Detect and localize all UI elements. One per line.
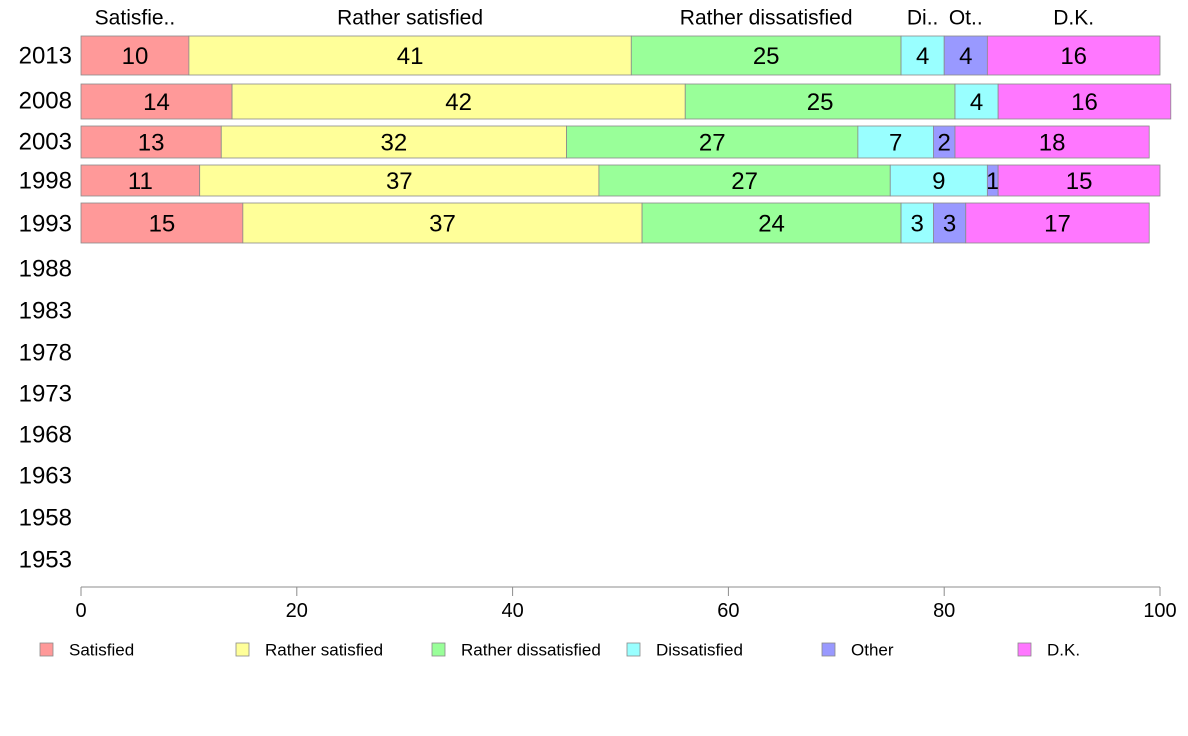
y-tick-label: 1998 xyxy=(19,168,72,195)
data-label: 1 xyxy=(986,168,999,195)
y-tick-label: 1983 xyxy=(19,298,72,325)
top-series-label: Rather satisfied xyxy=(337,7,483,30)
bar-segment xyxy=(220,125,567,159)
legend-swatch xyxy=(626,642,641,657)
data-label: 4 xyxy=(970,89,983,116)
data-label: 2 xyxy=(938,130,951,157)
data-label: 7 xyxy=(889,130,902,157)
data-label: 4 xyxy=(959,43,972,70)
data-label: 25 xyxy=(753,43,780,70)
top-series-label: Rather dissatisfied xyxy=(680,7,853,30)
bar-segment xyxy=(997,164,1161,197)
x-axis: 0 20 40 60 80 100 xyxy=(75,586,1177,622)
legend-label: Other xyxy=(851,641,894,660)
data-label: 14 xyxy=(143,89,170,116)
x-tick-label: 20 xyxy=(286,600,308,622)
x-tick-label: 80 xyxy=(933,600,955,622)
bars-area: 10 41 25 4 4 16 14 42 25 4 16 13 32 27 7 2 18 11 37 27 9 1 15 1… xyxy=(80,35,1172,244)
legend-label: Rather satisfied xyxy=(265,641,383,660)
bar-segment xyxy=(242,202,643,244)
bar-segment xyxy=(188,35,632,76)
data-label: 42 xyxy=(445,89,472,116)
top-series-label: D.K. xyxy=(1053,7,1094,30)
legend-label: Satisfied xyxy=(69,641,134,660)
y-tick-label: 1958 xyxy=(19,505,72,532)
bar-segment xyxy=(80,35,190,76)
top-category-labels: Satisfie.. Rather satisfied Rather dissati… xyxy=(95,7,1094,30)
bar-segment xyxy=(986,35,1161,76)
data-label: 9 xyxy=(932,168,945,195)
data-label: 15 xyxy=(1066,168,1093,195)
y-tick-label: 1968 xyxy=(19,422,72,449)
bar-segment xyxy=(199,164,600,197)
data-label: 15 xyxy=(149,211,176,238)
data-label: 4 xyxy=(916,43,929,70)
y-tick-label: 1963 xyxy=(19,463,72,490)
y-tick-label: 1973 xyxy=(19,381,72,408)
x-tick-label: 40 xyxy=(501,600,523,622)
data-label: 24 xyxy=(758,211,785,238)
bar-segment xyxy=(965,202,1150,244)
data-label: 18 xyxy=(1039,130,1066,157)
data-label: 17 xyxy=(1044,211,1071,238)
x-tick-label: 100 xyxy=(1143,600,1176,622)
y-tick-label: 2003 xyxy=(19,129,72,156)
legend-swatch xyxy=(821,642,836,657)
bar-segment xyxy=(997,83,1172,120)
data-label: 37 xyxy=(386,168,413,195)
legend-swatch xyxy=(1017,642,1032,657)
bar-segment xyxy=(933,202,967,244)
bar-segment xyxy=(889,164,988,197)
y-tick-label: 2013 xyxy=(19,43,72,70)
legend-swatch xyxy=(235,642,250,657)
bar-segment xyxy=(598,164,891,197)
y-axis: 2013 2008 2003 1998 1993 1988 1983 1978 1973 1968… xyxy=(19,43,72,574)
legend-swatch xyxy=(431,642,446,657)
bar-segment xyxy=(231,83,686,120)
data-label: 16 xyxy=(1060,43,1087,70)
data-label: 13 xyxy=(138,130,165,157)
data-label: 25 xyxy=(807,89,834,116)
data-label: 27 xyxy=(699,130,726,157)
bar-segment xyxy=(943,35,988,76)
y-tick-label: 2008 xyxy=(19,88,72,115)
data-label: 32 xyxy=(381,130,408,157)
data-label: 11 xyxy=(128,168,153,195)
x-tick-label: 60 xyxy=(717,600,739,622)
bar-segment xyxy=(566,125,859,159)
data-label: 37 xyxy=(429,211,456,238)
data-label: 41 xyxy=(397,43,424,70)
y-tick-label: 1978 xyxy=(19,340,72,367)
x-tick-label: 0 xyxy=(75,600,86,622)
bar-segment xyxy=(80,83,233,120)
top-series-label: Ot.. xyxy=(949,7,983,30)
data-label: 10 xyxy=(122,43,149,70)
data-label: 3 xyxy=(943,211,956,238)
data-label: 3 xyxy=(911,211,924,238)
top-series-label: Satisfie.. xyxy=(95,7,176,30)
legend-swatch xyxy=(39,642,54,657)
bar-segment xyxy=(630,35,902,76)
bar-segment xyxy=(954,125,1150,159)
bar-segment xyxy=(80,202,244,244)
top-series-label: Di.. xyxy=(907,7,939,30)
bar-segment xyxy=(80,125,222,159)
bar-segment xyxy=(641,202,902,244)
data-label: 27 xyxy=(731,168,758,195)
legend-label: Rather dissatisfied xyxy=(461,641,601,660)
data-label: 16 xyxy=(1071,89,1098,116)
legend-label: Dissatisfied xyxy=(656,641,743,660)
legend-label: D.K. xyxy=(1047,641,1080,660)
bar-segment xyxy=(684,83,956,120)
y-tick-label: 1953 xyxy=(19,547,72,574)
y-tick-label: 1988 xyxy=(19,256,72,283)
legend: Satisfied Rather satisfied Rather dissatis… xyxy=(39,641,1080,660)
bar-segment xyxy=(900,202,934,244)
y-tick-label: 1993 xyxy=(19,211,72,238)
bar-segment xyxy=(80,164,201,197)
bar-segment xyxy=(954,83,999,120)
